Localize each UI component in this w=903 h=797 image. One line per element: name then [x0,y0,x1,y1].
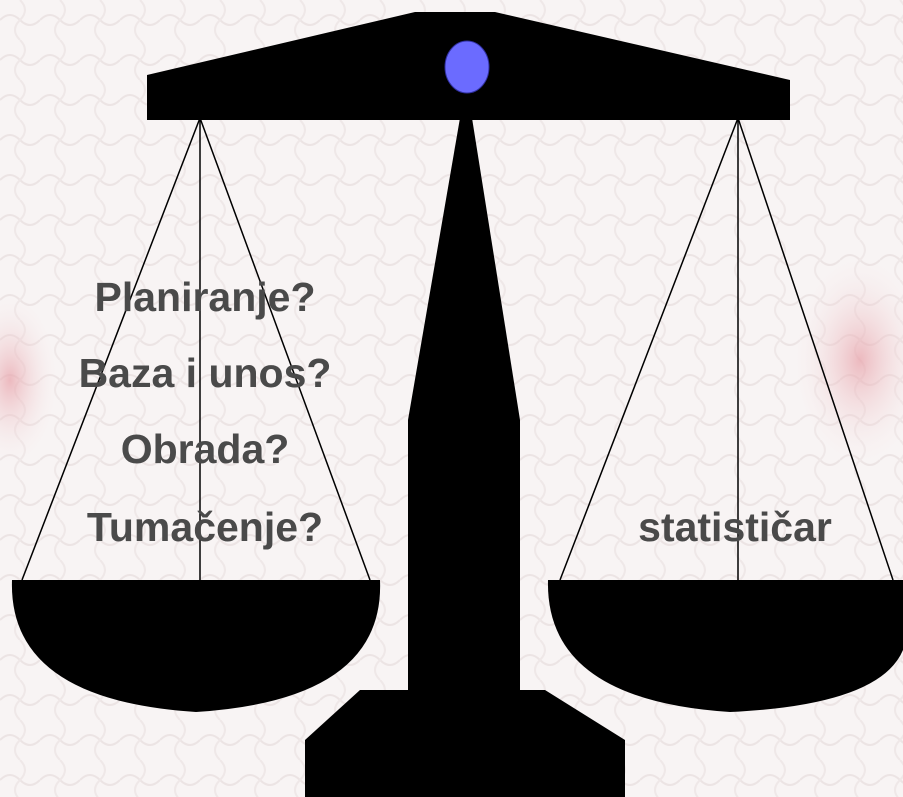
right-label: statističar [638,504,832,550]
left-label: Baza i unos? [79,350,332,396]
left-label: Obrada? [121,426,290,472]
left-label: Tumačenje? [87,504,323,550]
pivot [445,41,489,93]
left-label: Planiranje? [94,274,315,320]
slide: Planiranje? Baza i unos? Obrada? Tumačen… [0,0,903,797]
page: {"left_pan": {"lines": ["Planiranje?", "… [0,0,903,797]
